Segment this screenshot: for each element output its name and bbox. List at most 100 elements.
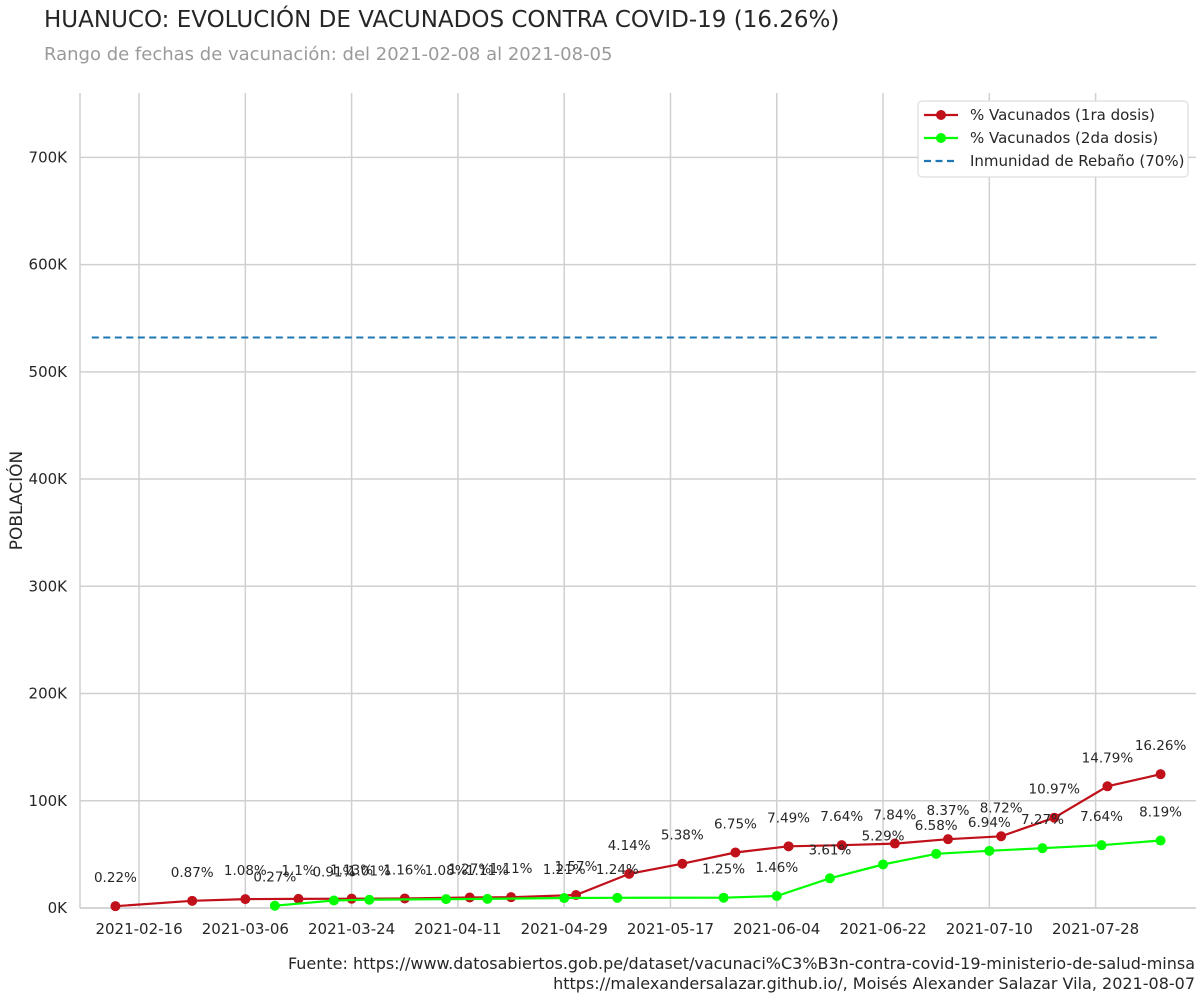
data-label: 0.27% xyxy=(253,870,296,886)
data-point xyxy=(624,868,635,879)
data-point xyxy=(677,858,688,869)
data-point xyxy=(187,895,198,906)
x-tick-label: 2021-06-22 xyxy=(839,920,926,938)
axes: 0K 100K 200K 300K 400K 500K 600K 700K 2021-02-16… xyxy=(5,93,1196,938)
y-tick-label: 600K xyxy=(29,256,69,274)
data-point xyxy=(878,859,889,870)
x-tick-label: 2021-05-17 xyxy=(627,920,714,938)
data-point xyxy=(1049,812,1060,823)
y-tick-label: 200K xyxy=(29,685,69,703)
data-point xyxy=(836,840,847,851)
data-label: 8.72% xyxy=(980,800,1023,816)
data-label: 1.11% xyxy=(490,861,533,877)
data-point xyxy=(931,848,942,859)
y-tick-label: 0K xyxy=(48,899,69,917)
data-label: 6.58% xyxy=(915,818,958,834)
data-point xyxy=(824,873,835,884)
data-label: 1.01% xyxy=(348,864,391,880)
y-tick-label: 400K xyxy=(29,470,69,488)
data-point xyxy=(612,892,623,903)
data-label: 3.61% xyxy=(808,842,851,858)
data-point xyxy=(771,890,782,901)
data-label: 1.13% xyxy=(330,863,373,879)
legend-box xyxy=(917,100,1189,178)
x-tick-label: 2021-07-10 xyxy=(946,920,1033,938)
data-label: 5.38% xyxy=(661,828,704,844)
data-label: 5.29% xyxy=(862,828,905,844)
data-label: 1.21% xyxy=(543,862,586,878)
data-label: 4.14% xyxy=(608,838,651,854)
data-point xyxy=(240,894,251,905)
data-point xyxy=(1155,835,1166,846)
data-label: 10.97% xyxy=(1029,782,1081,798)
y-tick-label: 500K xyxy=(29,363,69,381)
y-tick-label: 100K xyxy=(29,792,69,810)
data-label: 1.25% xyxy=(702,862,745,878)
y-axis-label: POBLACIÓN xyxy=(5,451,27,550)
data-point xyxy=(346,893,357,904)
x-tick-label: 2021-02-16 xyxy=(95,920,182,938)
chart-title: HUANUCO: EVOLUCIÓN DE VACUNADOS CONTRA C… xyxy=(44,7,840,33)
data-point xyxy=(441,894,452,905)
data-label: 16.26% xyxy=(1135,738,1187,754)
data-label: 7.27% xyxy=(1021,812,1064,828)
data-point xyxy=(364,894,375,905)
data-label: 1.11% xyxy=(466,863,509,879)
data-point xyxy=(996,831,1007,842)
data-point xyxy=(482,893,493,904)
y-tick-label: 300K xyxy=(29,577,69,595)
data-label: 8.19% xyxy=(1139,805,1182,821)
legend: % Vacunados (1ra dosis) % Vacunados (2da … xyxy=(917,100,1189,178)
data-point xyxy=(1037,843,1048,854)
data-label: 1.24% xyxy=(596,862,639,878)
data-point xyxy=(730,847,741,858)
data-point xyxy=(293,893,304,904)
data-label: 7.64% xyxy=(1080,809,1123,825)
data-label: 0.91% xyxy=(312,864,355,880)
source-line-1: Fuente: https://www.datosabiertos.gob.pe… xyxy=(287,954,1195,973)
data-point xyxy=(110,901,121,912)
source-footnote: Fuente: https://www.datosabiertos.gob.pe… xyxy=(288,954,1195,994)
data-label: 1.1% xyxy=(281,863,315,879)
series-line-1 xyxy=(115,773,1161,908)
data-label: 7.49% xyxy=(767,810,810,826)
x-tick-label: 2021-06-04 xyxy=(733,920,820,938)
source-line-2: https://malexandersalazar.github.io/, Mo… xyxy=(553,974,1195,993)
data-point xyxy=(718,892,729,903)
data-label: 1.57% xyxy=(555,859,598,875)
series-line-2 xyxy=(274,839,1161,907)
data-point xyxy=(506,892,517,903)
legend-marker xyxy=(936,110,946,120)
legend-entry: % Vacunados (2da dosis) xyxy=(970,129,1158,147)
data-label: 6.75% xyxy=(714,816,757,832)
x-tick-label: 2021-03-06 xyxy=(202,920,289,938)
legend-entry: % Vacunados (1ra dosis) xyxy=(970,106,1155,124)
x-tick-label: 2021-04-11 xyxy=(414,920,501,938)
data-label: 7.64% xyxy=(820,809,863,825)
data-label: 0.22% xyxy=(94,870,137,886)
data-point xyxy=(783,841,794,852)
data-label: 1.16% xyxy=(383,862,426,878)
data-point xyxy=(889,838,900,849)
data-point xyxy=(1102,781,1113,792)
chart-subtitle: Rango de fechas de vacunación: del 2021-… xyxy=(44,44,613,65)
data-point xyxy=(464,892,475,903)
legend-marker xyxy=(936,133,946,143)
data-point xyxy=(328,895,339,906)
data-label: 7.84% xyxy=(873,808,916,824)
data-label: 1.46% xyxy=(755,860,798,876)
x-tick-label: 2021-04-29 xyxy=(521,920,608,938)
data-point xyxy=(559,893,570,904)
series-layer xyxy=(91,336,1166,912)
data-point xyxy=(1096,840,1107,851)
x-tick-label: 2021-07-28 xyxy=(1052,920,1139,938)
y-tick-label: 700K xyxy=(29,148,69,166)
data-label: 14.79% xyxy=(1082,750,1134,766)
data-label: 1.27% xyxy=(448,861,491,877)
data-labels: 0.22% 0.87% 1.08% 1.1% 1.13% 1.16% 1.27%1.11% 1… xyxy=(94,738,1186,886)
data-point xyxy=(943,834,953,845)
data-label: 0.87% xyxy=(171,865,214,881)
data-label: 6.94% xyxy=(968,815,1011,831)
data-point xyxy=(984,845,995,856)
